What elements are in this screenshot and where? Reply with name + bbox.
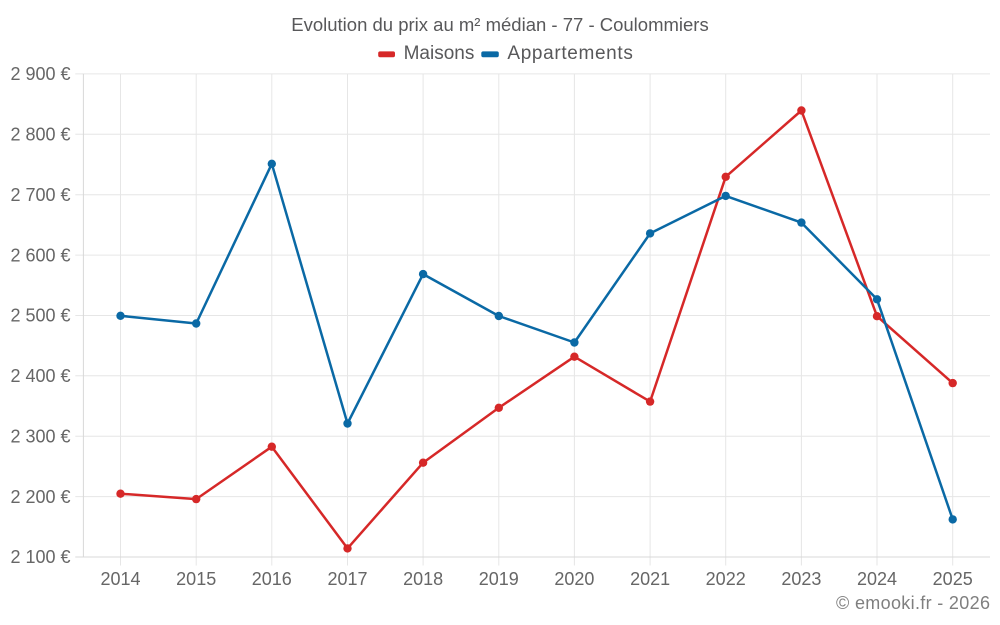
svg-text:Appartements: Appartements	[507, 43, 633, 64]
svg-text:2016: 2016	[252, 569, 292, 589]
svg-text:Evolution du prix au m² médian: Evolution du prix au m² médian - 77 - Co…	[291, 14, 708, 35]
svg-text:2021: 2021	[630, 569, 670, 589]
svg-text:2020: 2020	[554, 569, 594, 589]
svg-text:2 800 €: 2 800 €	[10, 125, 70, 145]
svg-text:2023: 2023	[781, 569, 821, 589]
svg-text:2014: 2014	[100, 569, 140, 589]
svg-text:2 600 €: 2 600 €	[10, 245, 70, 265]
svg-text:2017: 2017	[327, 569, 367, 589]
svg-text:2022: 2022	[706, 569, 746, 589]
svg-text:2015: 2015	[176, 569, 216, 589]
svg-text:2 700 €: 2 700 €	[10, 185, 70, 205]
svg-text:2025: 2025	[933, 569, 973, 589]
svg-text:© emooki.fr - 2026: © emooki.fr - 2026	[836, 593, 990, 613]
svg-text:2 200 €: 2 200 €	[10, 487, 70, 507]
svg-text:2 400 €: 2 400 €	[10, 366, 70, 386]
svg-text:2019: 2019	[479, 569, 519, 589]
svg-text:2 300 €: 2 300 €	[10, 426, 70, 446]
svg-text:Maisons: Maisons	[404, 43, 475, 64]
svg-text:2 900 €: 2 900 €	[10, 64, 70, 84]
svg-text:2 500 €: 2 500 €	[10, 306, 70, 326]
svg-text:2 100 €: 2 100 €	[10, 547, 70, 567]
svg-text:2018: 2018	[403, 569, 443, 589]
svg-text:2024: 2024	[857, 569, 897, 589]
